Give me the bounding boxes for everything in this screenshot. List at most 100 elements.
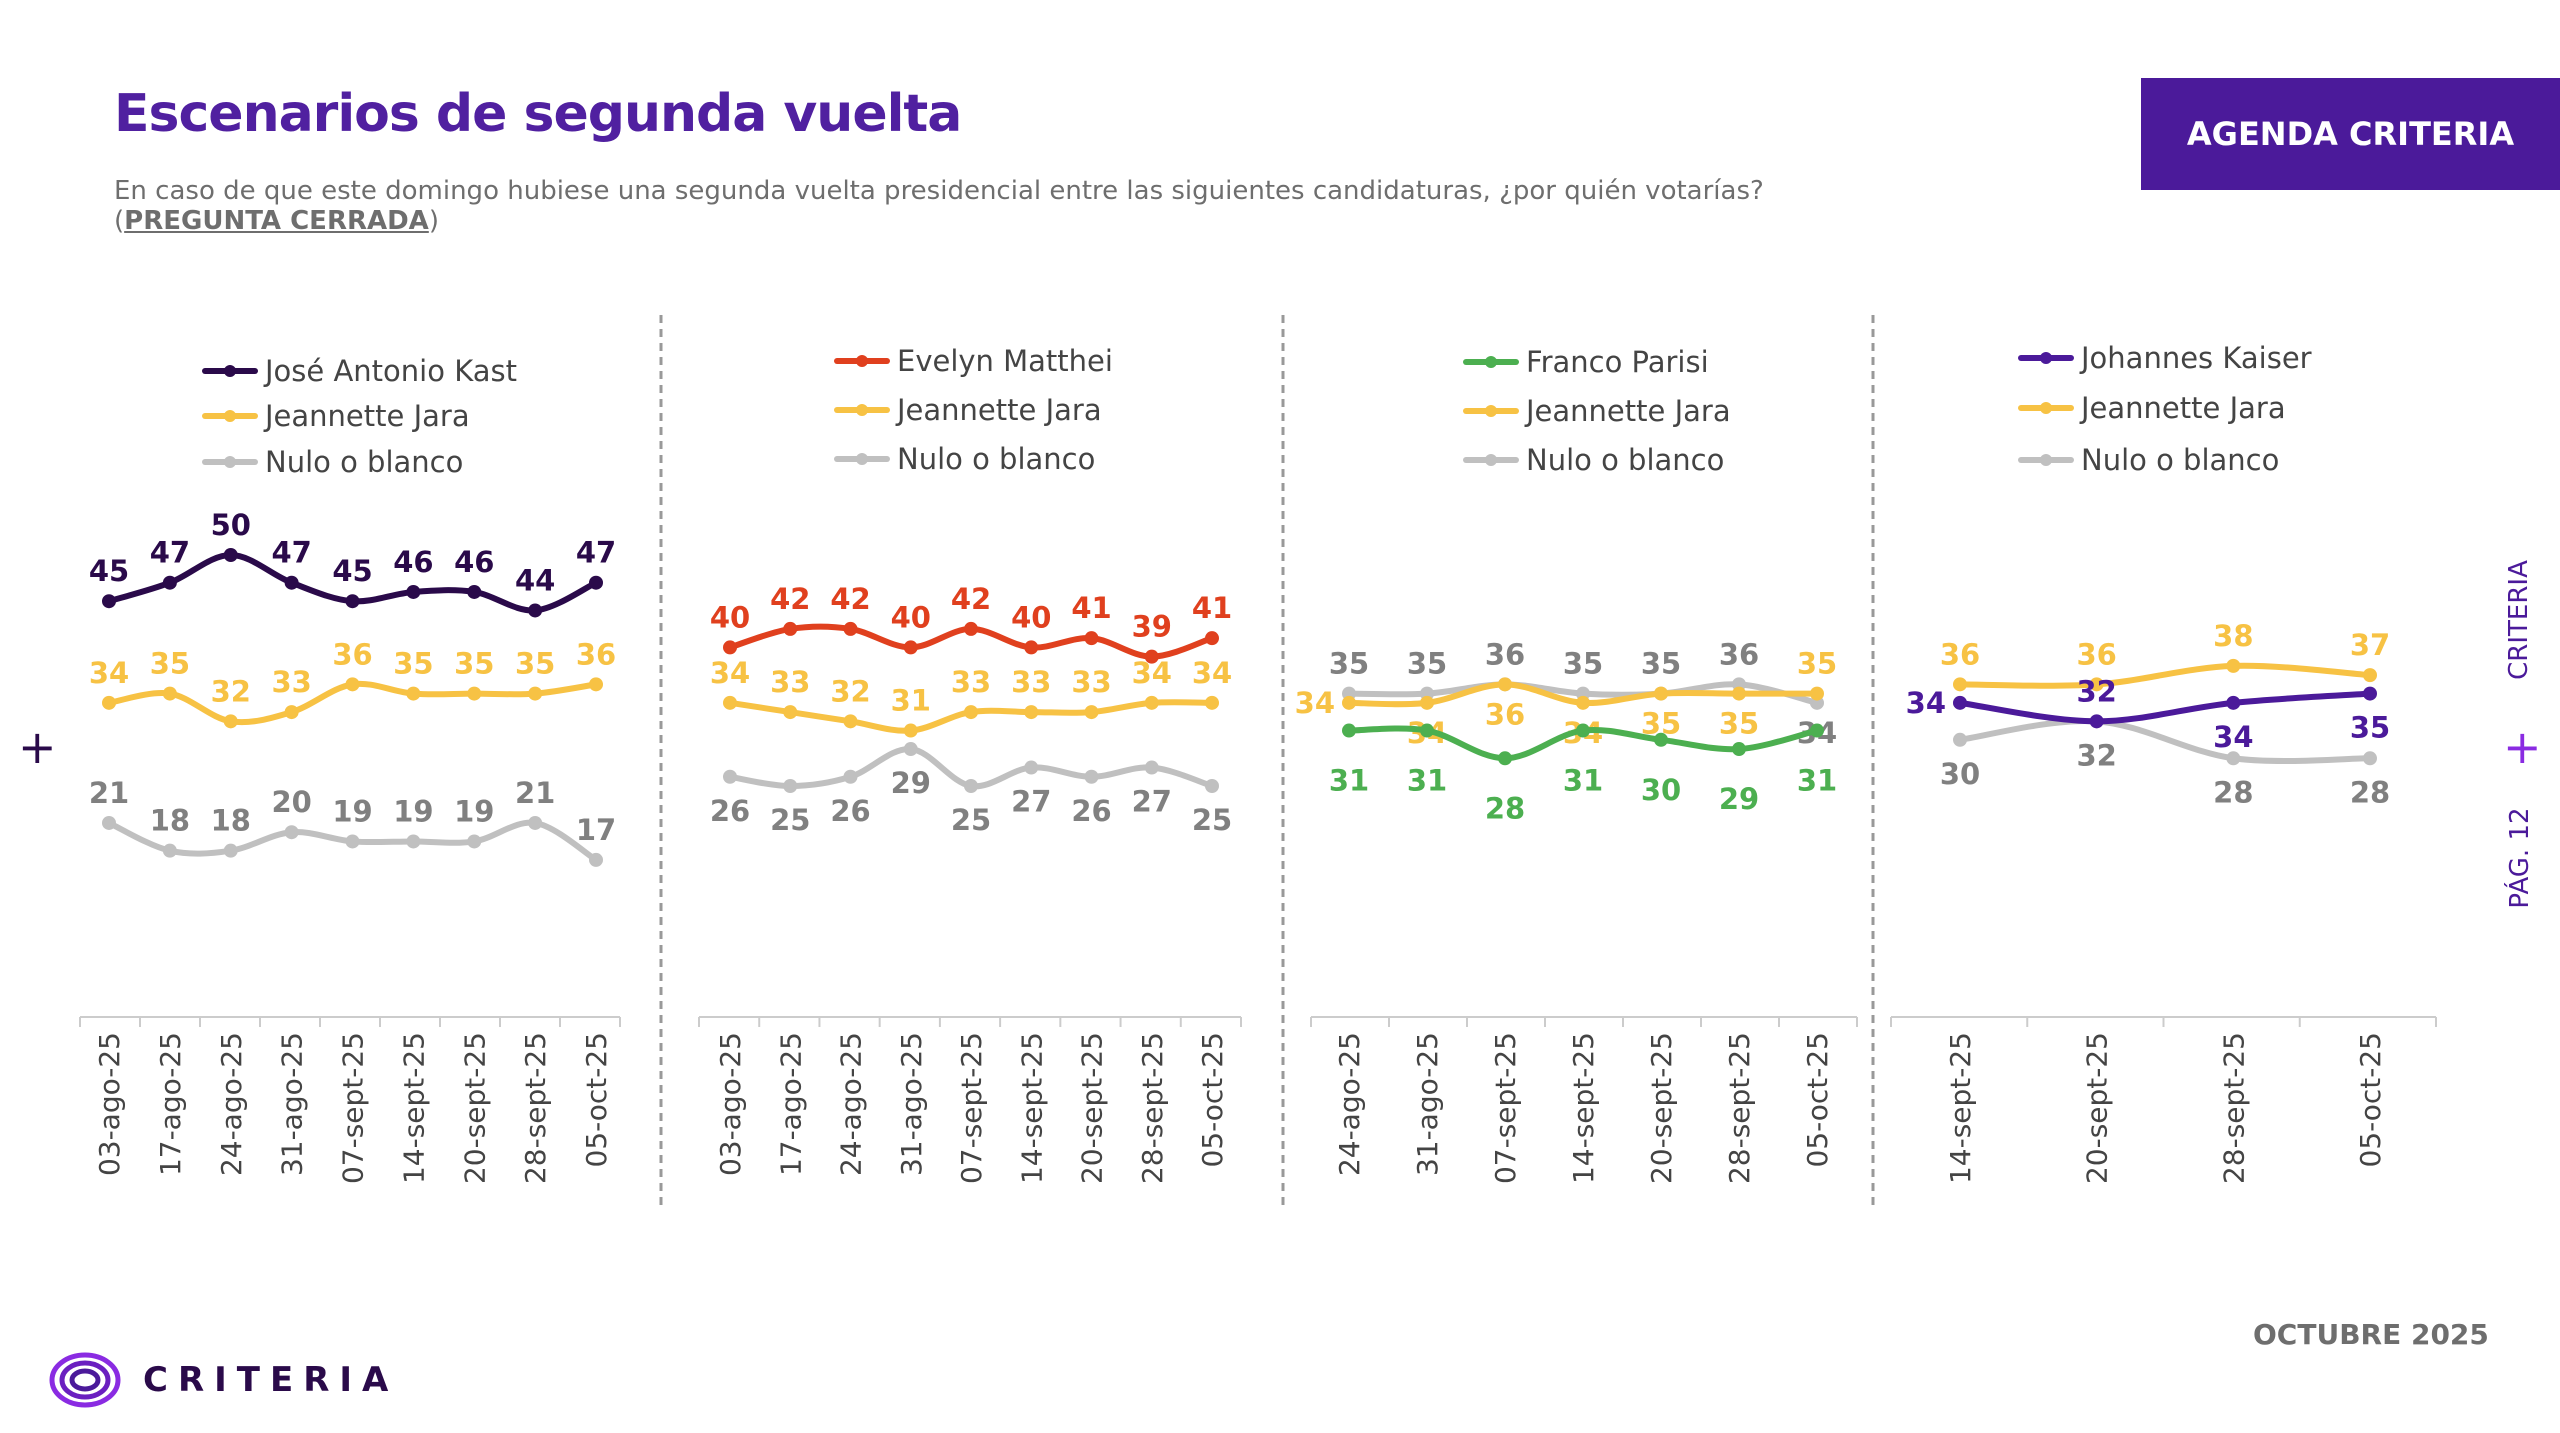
data-label: 34 — [2213, 720, 2253, 754]
data-label: 32 — [2076, 738, 2116, 772]
data-point — [843, 769, 858, 784]
data-label: 35 — [1641, 647, 1681, 681]
data-label: 28 — [2213, 775, 2253, 809]
data-point — [223, 548, 238, 562]
x-tick-label: 05-oct-25 — [2354, 1032, 2387, 1168]
data-point — [102, 695, 116, 710]
x-tick-label: 17-ago-25 — [774, 1032, 807, 1176]
plus-icon-left: + — [18, 720, 57, 774]
data-point — [843, 714, 858, 729]
data-label: 31 — [1329, 764, 1369, 798]
data-point — [903, 742, 918, 757]
data-label: 18 — [150, 804, 190, 838]
x-tick-label: 07-sept-25 — [337, 1032, 370, 1184]
data-point — [1205, 779, 1219, 793]
legend-marker — [1485, 405, 1497, 417]
data-label: 35 — [2350, 711, 2390, 745]
data-label: 32 — [211, 674, 251, 708]
page-title: Escenarios de segunda vuelta — [114, 84, 962, 144]
data-point — [345, 677, 360, 692]
legend-entry: Jeannette Jara — [1524, 394, 1731, 428]
data-point — [1144, 760, 1159, 775]
data-point — [1342, 695, 1356, 710]
legend-marker — [1485, 454, 1497, 466]
data-point — [2226, 658, 2241, 673]
data-point — [1810, 686, 1824, 701]
x-tick-label: 20-sept-25 — [1076, 1032, 1109, 1184]
data-point — [162, 575, 177, 590]
data-label: 34 — [1192, 656, 1232, 690]
data-point — [406, 686, 421, 701]
legend-marker — [224, 456, 236, 468]
data-point — [223, 714, 238, 729]
data-point — [2226, 695, 2241, 710]
agenda-criteria-badge: AGENDA CRITERIA — [2141, 78, 2560, 190]
data-label: 46 — [454, 545, 494, 579]
data-label: 29 — [1719, 782, 1759, 816]
data-label: 35 — [1797, 647, 1837, 681]
data-label: 35 — [1563, 647, 1603, 681]
data-label: 35 — [393, 647, 433, 681]
data-label: 31 — [891, 684, 931, 718]
x-tick-label: 31-ago-25 — [895, 1032, 928, 1176]
data-point — [467, 834, 482, 849]
data-label: 40 — [1011, 600, 1051, 634]
data-label: 45 — [332, 554, 372, 588]
data-label: 50 — [211, 508, 251, 542]
data-label: 26 — [1071, 794, 1111, 828]
question-type-link[interactable]: PREGUNTA CERRADA — [124, 206, 429, 236]
data-point — [1024, 705, 1039, 720]
data-label: 46 — [393, 545, 433, 579]
legend-entry: Evelyn Matthei — [897, 344, 1113, 378]
chart-panel-2: 03-ago-25 17-ago-25 24-ago-25 31-ago-25 07-s… — [698, 344, 1242, 1184]
data-point — [1810, 723, 1824, 738]
legend-entry: José Antonio Kast — [263, 354, 517, 388]
x-tick-label: 14-sept-25 — [1944, 1032, 1977, 1184]
data-label: 40 — [710, 600, 750, 634]
logo-rings-icon — [49, 1352, 121, 1408]
data-point — [2089, 714, 2104, 729]
x-tick-label: 28-sept-25 — [2217, 1032, 2250, 1184]
data-label: 38 — [2213, 619, 2253, 653]
data-point — [589, 677, 603, 692]
data-point — [1732, 686, 1746, 701]
data-label: 28 — [2350, 775, 2390, 809]
data-label: 35 — [454, 647, 494, 681]
data-label: 28 — [1485, 791, 1525, 825]
data-point — [102, 594, 116, 609]
data-point — [1953, 732, 1967, 747]
data-point — [162, 686, 177, 701]
data-point — [345, 834, 360, 849]
data-label: 33 — [770, 665, 810, 699]
x-tick-label: 14-sept-25 — [1567, 1032, 1600, 1184]
data-label: 36 — [2076, 637, 2116, 671]
data-point — [1024, 640, 1039, 655]
data-label: 35 — [1407, 647, 1447, 681]
data-label: 36 — [332, 637, 372, 671]
data-point — [406, 584, 421, 599]
data-point — [1084, 769, 1099, 784]
data-point — [1576, 723, 1590, 738]
chart-panel-3: 24-ago-25 31-ago-25 07-sept-25 14-sept-25 20… — [1295, 345, 1858, 1184]
data-label: 19 — [332, 794, 372, 828]
data-point — [223, 843, 238, 858]
data-label: 30 — [1940, 757, 1980, 791]
x-tick-label: 31-ago-25 — [1411, 1032, 1444, 1176]
chart-panel-4: 14-sept-25 20-sept-25 28-sept-25 05-oct-25 J… — [1890, 341, 2437, 1184]
data-label: 33 — [271, 665, 311, 699]
data-label: 35 — [1329, 647, 1369, 681]
x-tick-label: 20-sept-25 — [1645, 1032, 1678, 1184]
data-point — [162, 843, 177, 858]
data-label: 36 — [1940, 637, 1980, 671]
data-label: 31 — [1563, 764, 1603, 798]
logo-text: CRITERIA — [143, 1360, 399, 1400]
criteria-logo: CRITERIA — [49, 1352, 398, 1408]
page-subtitle: En caso de que este domingo hubiese una … — [114, 176, 1764, 236]
x-tick-label: 28-sept-25 — [1136, 1032, 1169, 1184]
x-tick-label: 03-ago-25 — [93, 1032, 126, 1176]
data-point — [903, 640, 918, 655]
data-point — [102, 815, 116, 830]
legend-entry: Jeannette Jara — [263, 399, 470, 433]
data-point — [345, 594, 360, 609]
data-point — [903, 723, 918, 738]
